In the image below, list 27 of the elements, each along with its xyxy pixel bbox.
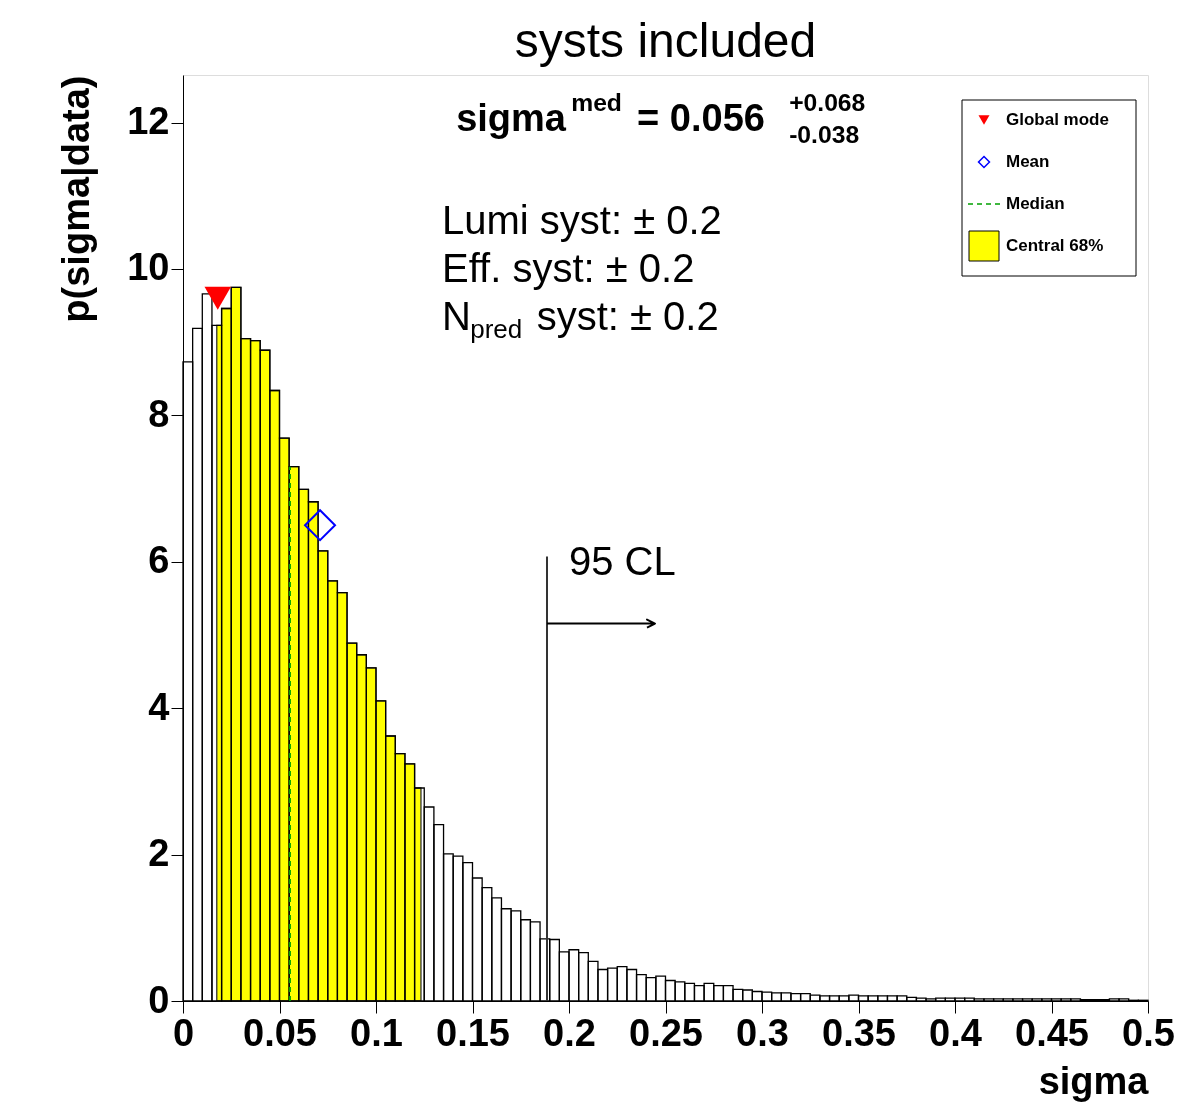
y-tick-label: 12 [127,100,170,143]
x-tick-label: 0.2 [543,1011,596,1054]
x-tick-label: 0.3 [736,1011,789,1054]
annotation: Eff. syst: ± 0.2 [442,246,695,290]
x-tick-label: 0.5 [1122,1011,1175,1054]
legend-label: Median [1006,194,1065,213]
x-tick-label: 0.35 [822,1011,896,1054]
ref-line-label: 95 CL [569,538,676,583]
y-axis-title: p(sigma|data) [55,75,99,323]
x-tick-label: 0.4 [929,1011,982,1054]
y-tick-label: 10 [127,246,170,289]
y-tick-label: 4 [148,685,170,728]
x-tick-label: 0.1 [350,1011,403,1054]
annotation: Lumi syst: ± 0.2 [442,198,722,242]
x-tick-label: 0.15 [436,1011,510,1054]
x-tick-label: 0.45 [1015,1011,1089,1054]
y-tick-label: 6 [148,539,170,582]
legend-label: Global mode [1006,110,1109,129]
x-tick-label: 0.05 [243,1011,317,1054]
y-tick-label: 8 [148,392,170,435]
y-tick-label: 0 [148,978,170,1021]
chart-title: systs included [514,14,817,67]
x-axis-title: sigma [1038,1059,1150,1102]
legend-label: Central 68% [1006,236,1104,255]
x-tick-label: 0.25 [629,1011,703,1054]
legend-label: Mean [1006,152,1050,171]
y-tick-label: 2 [148,832,170,875]
